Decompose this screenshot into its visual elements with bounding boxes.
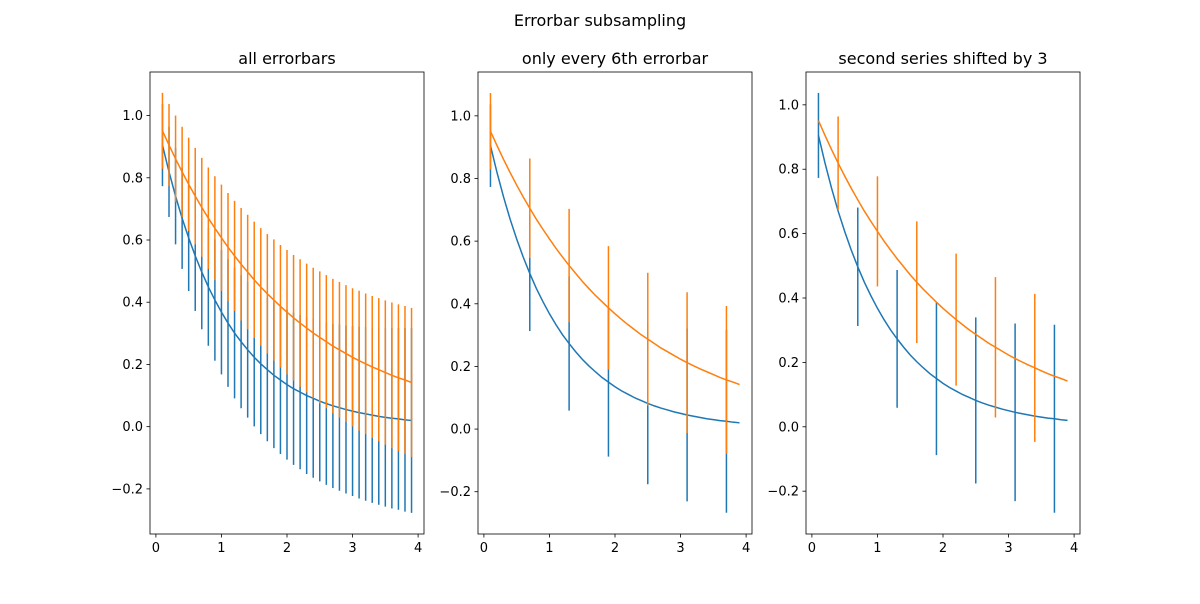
plot-area bbox=[161, 92, 413, 513]
y-tick-label: −0.2 bbox=[111, 482, 143, 497]
series-line-0 bbox=[161, 144, 412, 422]
series-line-0 bbox=[817, 135, 1068, 422]
y-tick-label: 1.0 bbox=[122, 109, 143, 124]
y-tick-label: −0.2 bbox=[439, 485, 471, 500]
x-tick-label: 3 bbox=[1004, 541, 1012, 556]
y-tick-label: −0.2 bbox=[767, 485, 799, 500]
subplot-title: all errorbars bbox=[238, 49, 335, 68]
y-tick-label: 0.6 bbox=[450, 235, 471, 250]
axes-frame bbox=[477, 71, 753, 535]
y-tick-label: 0.0 bbox=[122, 420, 143, 435]
x-tick-label: 3 bbox=[676, 541, 684, 556]
x-tick-label: 4 bbox=[742, 541, 750, 556]
x-tick-label: 1 bbox=[545, 541, 553, 556]
series-line-0 bbox=[489, 145, 740, 424]
y-tick-label: 0.2 bbox=[122, 358, 143, 373]
y-tick-label: 0.6 bbox=[122, 234, 143, 249]
x-tick-label: 2 bbox=[939, 541, 947, 556]
subplot-0: 0 1 2 3 4 −0.2 0.0 0.2 0.4 0.6 0.8 1.0 all errorbars bbox=[111, 49, 425, 556]
x-tick-label: 2 bbox=[283, 541, 291, 556]
axes-frame bbox=[805, 71, 1081, 535]
x-tick-label: 0 bbox=[480, 541, 488, 556]
y-tick-label: 0.2 bbox=[450, 360, 471, 375]
subplot-2: 0 1 2 3 4 −0.2 0.0 0.2 0.4 0.6 0.8 1.0 second series… bbox=[767, 49, 1081, 556]
series-line-1 bbox=[817, 120, 1068, 382]
y-tick-label: 1.0 bbox=[778, 98, 799, 113]
plot-area bbox=[489, 92, 740, 513]
y-tick-label: 0.0 bbox=[778, 420, 799, 435]
y-tick-label: 0.0 bbox=[450, 423, 471, 438]
series-line-1 bbox=[161, 130, 412, 384]
subplot-title: second series shifted by 3 bbox=[838, 49, 1047, 68]
y-tick-label: 0.8 bbox=[778, 163, 799, 178]
x-tick-label: 0 bbox=[152, 541, 160, 556]
y-tick-label: 0.4 bbox=[450, 297, 471, 312]
y-tick-label: 0.4 bbox=[778, 292, 799, 307]
x-tick-label: 0 bbox=[808, 541, 816, 556]
series-line-1 bbox=[489, 130, 740, 386]
y-tick-label: 0.8 bbox=[122, 171, 143, 186]
subplot-1: 0 1 2 3 4 −0.2 0.0 0.2 0.4 0.6 0.8 1.0 only every 6t… bbox=[439, 49, 753, 556]
x-tick-label: 1 bbox=[873, 541, 881, 556]
suptitle: Errorbar subsampling bbox=[514, 11, 686, 30]
x-tick-label: 4 bbox=[414, 541, 422, 556]
x-tick-label: 4 bbox=[1070, 541, 1078, 556]
plot-area bbox=[817, 92, 1068, 513]
x-tick-label: 1 bbox=[217, 541, 225, 556]
subplot-title: only every 6th errorbar bbox=[522, 49, 709, 68]
x-tick-label: 3 bbox=[348, 541, 356, 556]
x-tick-label: 2 bbox=[611, 541, 619, 556]
y-tick-label: 0.6 bbox=[778, 227, 799, 242]
y-tick-label: 0.8 bbox=[450, 172, 471, 187]
y-tick-label: 1.0 bbox=[450, 109, 471, 124]
y-tick-label: 0.2 bbox=[778, 356, 799, 371]
y-tick-label: 0.4 bbox=[122, 296, 143, 311]
